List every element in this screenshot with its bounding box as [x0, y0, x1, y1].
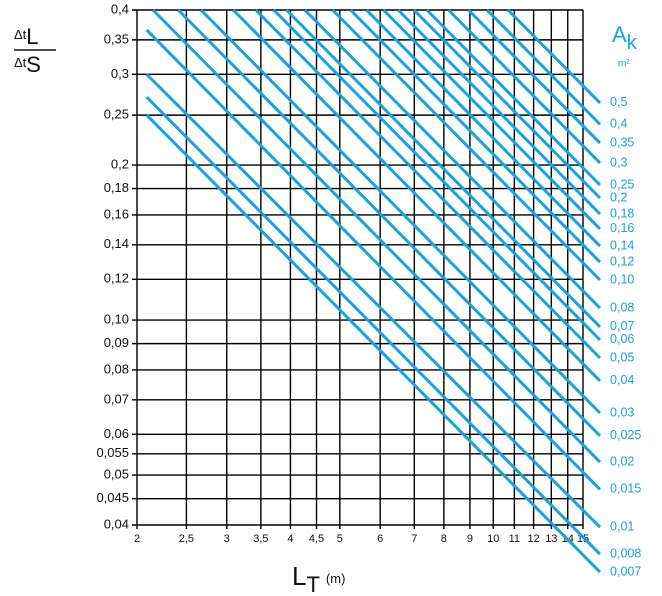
y-tick-label: 0,06: [104, 426, 129, 441]
series-label: 0,16: [610, 221, 634, 235]
x-tick-label: 4,5: [309, 533, 324, 545]
nomogram-line: [254, 8, 602, 360]
nomogram-line: [485, 8, 602, 126]
series-label: 0,18: [610, 206, 634, 220]
series-label: 0,025: [610, 428, 641, 442]
nomogram-line: [447, 8, 602, 165]
y-label-top-sub: L: [26, 24, 38, 49]
y-tick-label: 0,05: [104, 467, 129, 482]
y-tick-label: 0,045: [96, 490, 129, 505]
y-tick-label: 0,35: [104, 31, 129, 46]
nomogram-line: [145, 73, 602, 529]
y-tick-label: 0,18: [104, 180, 129, 195]
nomogram-line: [331, 8, 602, 282]
nomogram-line: [467, 8, 602, 145]
nomogram-line: [151, 8, 602, 464]
y-tick-label: 0,2: [111, 156, 129, 171]
y-tick-label: 0,07: [104, 391, 129, 406]
x-tick-label: 13: [545, 533, 557, 545]
x-tick-label: 5: [337, 533, 343, 545]
series-label: 0,008: [610, 547, 641, 561]
series-label: 0,05: [610, 350, 634, 364]
y-tick-label: 0,14: [104, 236, 129, 251]
y-tick-label: 0,055: [96, 445, 129, 460]
nomogram-line: [145, 114, 602, 574]
nomogram-line: [349, 8, 602, 264]
y-label-bottom: ΔtS: [14, 52, 41, 77]
series-label: 0,5: [610, 95, 627, 109]
x-tick-label: 12: [527, 533, 539, 545]
nomogram-line: [397, 8, 602, 216]
y-tick-label: 0,04: [104, 516, 129, 531]
legend-title-sub: k: [627, 32, 638, 54]
series-label: 0,25: [610, 177, 634, 191]
x-tick-label: 2,5: [179, 533, 194, 545]
series-label: 0,07: [610, 319, 634, 333]
series-label: 0,007: [610, 564, 641, 578]
y-tick-label: 0,16: [104, 206, 129, 221]
nomogram-line: [303, 8, 602, 310]
series-label: 0,14: [610, 238, 634, 252]
series-label: 0,12: [610, 254, 634, 268]
series-label: 0,01: [610, 520, 634, 534]
series-label: 0,03: [610, 405, 634, 419]
legend-unit: m²: [618, 59, 630, 70]
series-label: 0,08: [610, 300, 634, 314]
nomogram-line: [272, 8, 602, 341]
x-tick-label: 4: [287, 533, 293, 545]
x-tick-label: 6: [377, 533, 383, 545]
x-tick-label: 7: [411, 533, 417, 545]
series-label: 0,2: [610, 190, 627, 204]
series-label: 0,35: [610, 135, 634, 149]
x-tick-label: 8: [441, 533, 447, 545]
nomogram-line: [412, 8, 602, 200]
x-label: LT (m): [292, 561, 345, 596]
nomogram-line: [425, 8, 602, 187]
y-tick-label: 0,08: [104, 361, 129, 376]
series-label: 0,04: [610, 373, 634, 387]
series-label: 0,06: [610, 332, 634, 346]
y-label-top-main: Δt: [14, 27, 27, 42]
x-tick-label: 3,5: [253, 533, 268, 545]
x-tick-label: 9: [467, 533, 473, 545]
x-label-sub: T: [306, 572, 319, 596]
y-label-bottom-main: Δt: [14, 55, 27, 70]
nomogram-line: [145, 28, 602, 491]
series-label: 0,10: [610, 272, 634, 286]
series-label: 0,02: [610, 454, 634, 468]
x-tick-label: 3: [224, 533, 230, 545]
x-label-main: L: [292, 561, 306, 591]
series-label: 0,4: [610, 117, 627, 131]
x-label-unit: (m): [326, 571, 346, 586]
y-tick-label: 0,4: [111, 1, 129, 16]
nomogram-line: [285, 8, 602, 328]
legend-title: Ak: [612, 22, 638, 54]
y-tick-label: 0,25: [104, 107, 129, 122]
y-tick-label: 0,10: [104, 311, 129, 326]
x-tick-label: 11: [509, 533, 520, 545]
y-tick-label: 0,09: [104, 335, 129, 350]
y-label-bottom-sub: S: [26, 52, 41, 77]
nomogram-line: [199, 8, 602, 415]
nomogram-line: [177, 8, 602, 437]
series-label: 0,3: [610, 155, 627, 169]
y-tick-label: 0,12: [104, 271, 129, 286]
y-label-top: ΔtL: [14, 24, 39, 49]
series-label: 0,015: [610, 482, 641, 496]
nomogram-line: [232, 8, 602, 382]
nomogram-line: [365, 8, 602, 248]
nomogram-line: [382, 8, 602, 230]
nomogram-line: [506, 8, 602, 104]
legend-title-main: A: [612, 22, 627, 47]
x-tick-label: 2: [134, 533, 140, 545]
nomogram-line: [145, 96, 602, 556]
x-tick-label: 10: [487, 533, 499, 545]
y-tick-label: 0,3: [111, 66, 129, 81]
